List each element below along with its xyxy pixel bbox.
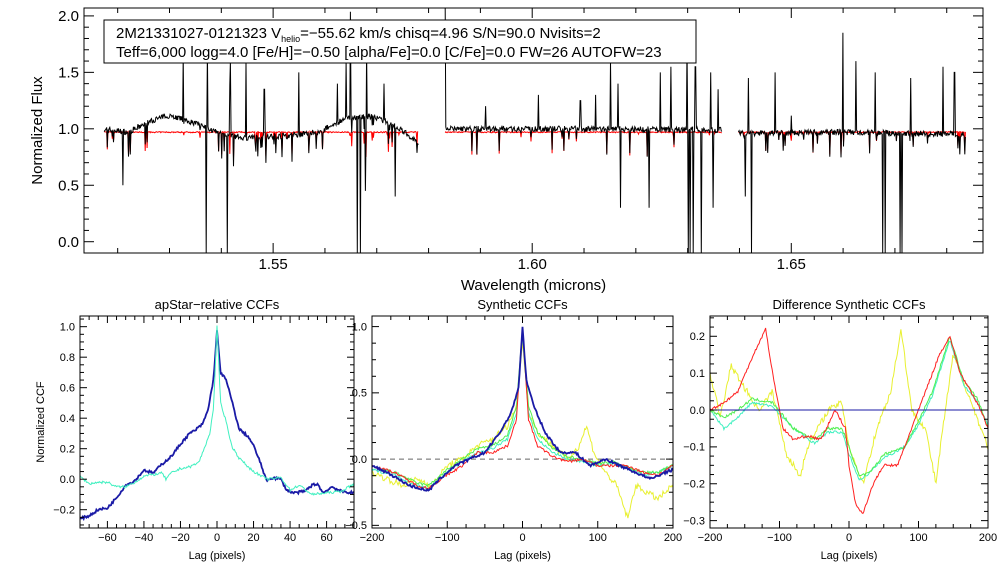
y-tick-label: 0.6: [60, 383, 75, 395]
x-tick-label: 1.65: [777, 256, 806, 273]
header-line-2: Teff=6,000 logg=4.0 [Fe/H]=−0.50 [alpha/…: [116, 44, 662, 61]
x-tick-label: 1.55: [259, 256, 288, 273]
y-tick-label: 0.0: [60, 474, 75, 486]
x-tick-label: 20: [247, 532, 259, 544]
ccf-series-green: [710, 336, 988, 477]
x-tick-label: −20: [171, 532, 190, 544]
model-spectrum-segment-2: [738, 130, 966, 156]
plot-area: [103, 8, 966, 253]
x-tick-label: 0: [846, 532, 852, 544]
x-tick-label: 200: [979, 532, 997, 544]
x-tick-label: 200: [664, 532, 682, 544]
chart-difference-ccf: −200 −100 0 100 200 −0.3 −0.2 −0.1 0.0 0.1 0.2 Diff…: [683, 297, 997, 562]
chart-synthetic-ccf: −200 −100 0 100 200 −0.5 0.0 0.5 1.0 Synthetic CC…: [345, 297, 682, 562]
y-tick-label: −0.1: [683, 442, 705, 454]
y-tick-label: −0.2: [53, 505, 75, 517]
y-tick-label: 0.8: [60, 352, 75, 364]
y-tick-label: 0.0: [690, 405, 705, 417]
x-tick-label: 0: [519, 532, 525, 544]
x-tick-label: −100: [435, 532, 460, 544]
observed-spectrum-segment-0: [103, 11, 419, 253]
plot-area: [710, 327, 988, 515]
chart-title: Synthetic CCFs: [477, 297, 568, 312]
y-tick-label: 1.5: [58, 65, 79, 82]
y-axis-label: Normalized Flux: [29, 76, 46, 185]
y-tick-label: 0.0: [352, 454, 367, 466]
x-tick-label: 40: [284, 532, 296, 544]
y-tick-label: 0.4: [60, 413, 75, 425]
model-spectrum-segment-1: [444, 130, 722, 156]
header-line-1: 2M21331027-0121323 Vhelio=−55.62 km/s ch…: [116, 25, 601, 44]
ccf-series-blue: [372, 326, 673, 492]
ccf-series-visit-combined: [80, 330, 354, 522]
ccf-series-yellow: [372, 342, 673, 519]
x-tick-label: −40: [135, 532, 154, 544]
chart-apstar-ccf: −60 −40 −20 0 20 40 60 −0.2 0.0 0.2 0.4 0.6 0.8 1.0 ap…: [35, 297, 355, 562]
ccf-series-green: [372, 329, 673, 488]
header-box: 2M21331027-0121323 Vhelio=−55.62 km/s ch…: [103, 19, 697, 64]
x-tick-label: 100: [909, 532, 927, 544]
y-tick-label: 1.0: [352, 321, 367, 333]
plot-frame: [79, 315, 355, 529]
x-axis-label: Lag (pixels): [189, 550, 246, 562]
x-tick-label: −200: [698, 532, 723, 544]
observed-spectrum-segment-2: [737, 32, 966, 253]
y-tick-label: 0.1: [690, 368, 705, 380]
plot-frame: [83, 7, 984, 254]
x-tick-label: −100: [767, 532, 792, 544]
x-axis-label: Lag (pixels): [821, 550, 878, 562]
y-tick-label: 1.0: [60, 322, 75, 334]
y-tick-label: −0.3: [683, 515, 705, 527]
x-tick-label: −60: [98, 532, 117, 544]
y-tick-label: −0.5: [345, 520, 367, 532]
ccf-series-visit-2: [80, 325, 354, 496]
x-tick-label: −200: [360, 532, 385, 544]
chart-title: Difference Synthetic CCFs: [773, 297, 926, 312]
chart-spectrum: 1.55 1.60 1.65 0.0 0.5 1.0 1.5 2.0 Wavelength (m…: [29, 7, 984, 294]
y-tick-label: 0.5: [58, 178, 79, 195]
observed-spectrum-segment-1: [444, 8, 723, 253]
chart-title: apStar−relative CCFs: [155, 297, 280, 312]
ccf-series-red: [710, 327, 988, 515]
y-tick-label: 1.0: [58, 121, 79, 138]
ccf-series-cyan: [710, 340, 988, 481]
x-tick-label: 100: [589, 532, 607, 544]
x-axis-label: Wavelength (microns): [461, 277, 606, 294]
plot-area: [372, 326, 673, 519]
x-tick-label: 1.60: [518, 256, 547, 273]
y-tick-label: 0.2: [60, 444, 75, 456]
x-tick-label: 0: [214, 532, 220, 544]
x-tick-label: 60: [320, 532, 332, 544]
x-axis-label: Lag (pixels): [494, 550, 551, 562]
y-tick-label: 2.0: [58, 8, 79, 25]
y-tick-label: 0.0: [58, 234, 79, 251]
y-tick-label: 0.2: [690, 331, 705, 343]
y-tick-label: −0.2: [683, 479, 705, 491]
ccf-series-red: [372, 327, 673, 490]
y-axis-label: Normalized CCF: [35, 381, 47, 463]
y-tick-label: 0.5: [352, 388, 367, 400]
plot-area: [80, 325, 354, 522]
